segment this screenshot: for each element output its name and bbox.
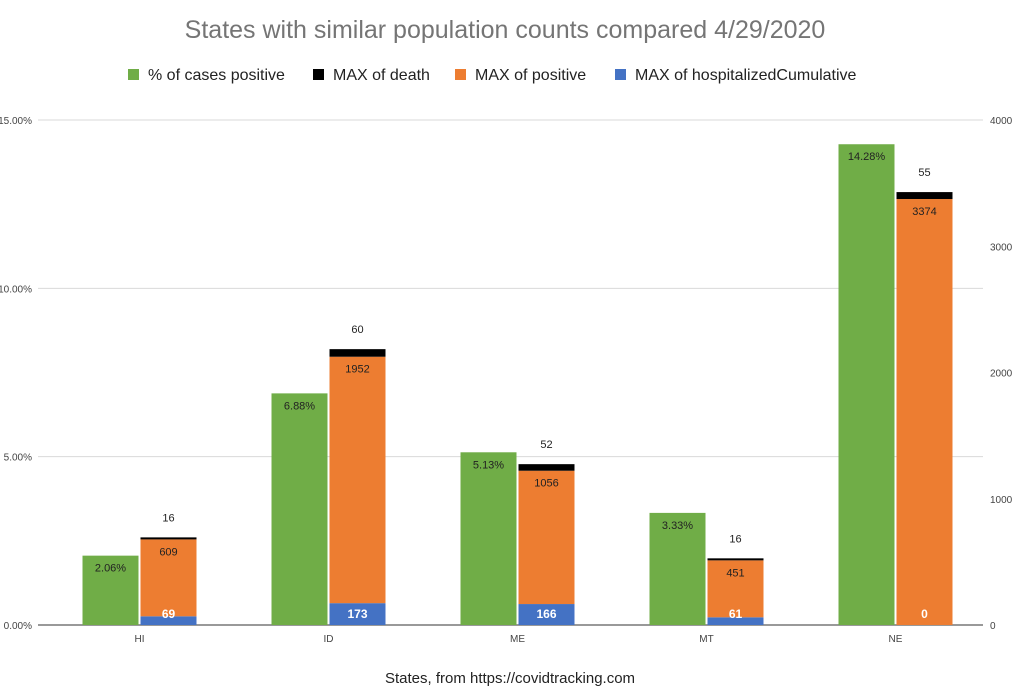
label-positive-id: 1952: [345, 364, 369, 376]
label-hospitalized-mt: 61: [729, 607, 743, 621]
bar-hospitalized-mt: [707, 617, 764, 625]
bar-positive-id: [329, 356, 386, 604]
right-tick-label: 2000: [990, 369, 1013, 380]
bar-pct-positive-id: [271, 393, 328, 625]
label-positive-ne: 3374: [912, 206, 936, 218]
label-hospitalized-hi: 69: [162, 607, 176, 621]
label-hospitalized-ne: 0: [921, 607, 928, 621]
category-label-mt: MT: [699, 634, 713, 645]
label-pct-positive-id: 6.88%: [284, 400, 315, 412]
label-death-hi: 16: [162, 512, 174, 524]
bar-pct-positive-ne: [838, 144, 895, 626]
bar-death-mt: [707, 558, 764, 561]
label-hospitalized-id: 173: [347, 607, 367, 621]
label-pct-positive-hi: 2.06%: [95, 563, 126, 575]
bar-positive-mt: [707, 560, 764, 618]
label-death-id: 60: [351, 324, 363, 336]
legend-swatch-max-of-hospitalizedcumulative: [615, 69, 626, 80]
bar-death-me: [518, 464, 575, 471]
left-tick-label: 15.00%: [0, 116, 32, 127]
bar-positive-ne: [896, 199, 953, 625]
label-pct-positive-mt: 3.33%: [662, 520, 693, 532]
bar-death-hi: [140, 537, 197, 540]
left-tick-label: 10.00%: [0, 284, 32, 295]
right-tick-label: 0: [990, 621, 996, 632]
category-label-me: ME: [510, 634, 525, 645]
bar-death-id: [329, 349, 386, 357]
left-tick-label: 5.00%: [4, 453, 32, 464]
bar-hospitalized-me: [518, 604, 575, 625]
category-labels: HI ID ME MT NE: [135, 634, 903, 645]
bar-death-ne: [896, 192, 953, 200]
label-positive-hi: 609: [159, 546, 177, 558]
label-positive-me: 1056: [534, 478, 558, 490]
bar-hospitalized-id: [329, 603, 386, 625]
data-labels: 2.06%60916696.88%1952601735.13%105652166…: [95, 151, 937, 621]
bars: [82, 144, 953, 626]
legend-label-max-of-death: MAX of death: [333, 67, 430, 84]
legend-swatch-max-of-death: [313, 69, 324, 80]
bar-pct-positive-hi: [82, 555, 139, 625]
label-pct-positive-ne: 14.28%: [848, 151, 886, 163]
left-tick-label: 0.00%: [4, 621, 32, 632]
category-label-id: ID: [324, 634, 334, 645]
legend-label-max-of-hospitalizedcumulative: MAX of hospitalizedCumulative: [635, 67, 857, 84]
label-hospitalized-me: 166: [536, 607, 556, 621]
label-death-me: 52: [540, 439, 552, 451]
legend-label-of-cases-positive: % of cases positive: [148, 67, 285, 84]
legend-swatch-of-cases-positive: [128, 69, 139, 80]
bar-pct-positive-mt: [649, 512, 706, 625]
label-death-ne: 55: [918, 167, 930, 179]
label-positive-mt: 451: [726, 567, 744, 579]
legend-label-max-of-positive: MAX of positive: [475, 67, 586, 84]
label-pct-positive-me: 5.13%: [473, 459, 504, 471]
right-tick-label: 4000: [990, 116, 1013, 127]
legend: % of cases positive MAX of death MAX of po…: [128, 67, 857, 84]
left-axis-ticks: 0.00% 5.00% 10.00% 15.00%: [0, 116, 32, 632]
legend-swatch-max-of-positive: [455, 69, 466, 80]
bar-positive-hi: [140, 539, 197, 617]
bar-hospitalized-hi: [140, 616, 197, 625]
right-axis-ticks: 0 1000 2000 3000 4000: [990, 116, 1013, 632]
bar-pct-positive-me: [460, 452, 517, 625]
category-label-hi: HI: [135, 634, 145, 645]
right-tick-label: 3000: [990, 242, 1013, 253]
category-label-ne: NE: [889, 634, 903, 645]
chart-title: States with similar population counts co…: [185, 16, 826, 44]
right-tick-label: 1000: [990, 495, 1013, 506]
label-death-mt: 16: [729, 533, 741, 545]
x-axis-label: States, from https://covidtracking.com: [385, 670, 635, 687]
bar-positive-me: [518, 470, 575, 605]
